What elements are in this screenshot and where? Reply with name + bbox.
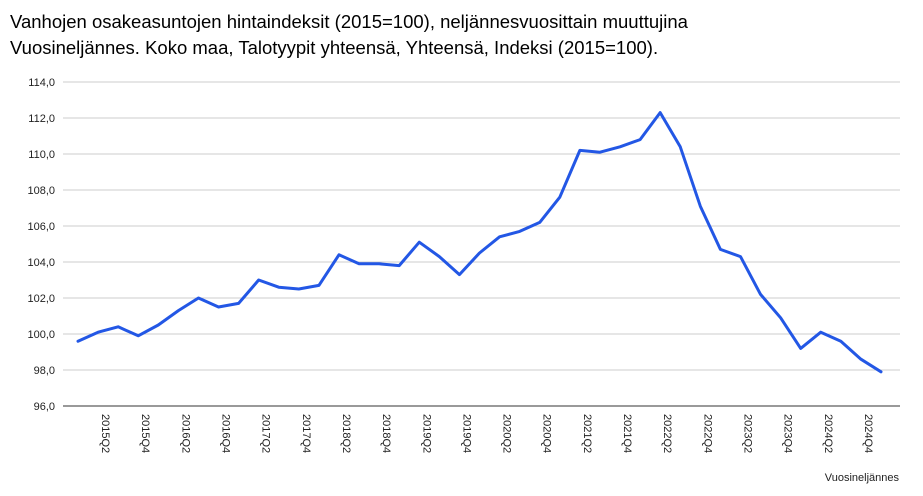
- series-line: [76, 111, 883, 374]
- x-tick-label: 2017Q2: [260, 414, 272, 453]
- y-tick-label: 108,0: [27, 185, 55, 197]
- x-tick-label: 2020Q4: [541, 414, 553, 453]
- x-tick-label: 2018Q4: [380, 414, 392, 453]
- y-tick-label: 102,0: [27, 293, 55, 305]
- x-tick-label: 2021Q4: [621, 414, 633, 453]
- x-tick-label: 2024Q4: [862, 414, 874, 453]
- chart-title-line-1: Vanhojen osakeasuntojen hintaindeksit (2…: [10, 11, 688, 32]
- series-group: [76, 111, 883, 374]
- y-tick-label: 96,0: [34, 401, 55, 413]
- x-axis-tick-labels: 2015Q2 2015Q4 2016Q2 2016Q4 2017Q2 2017Q4 2018…: [99, 414, 874, 453]
- x-axis-label: Vuosineljännes: [825, 472, 900, 484]
- y-tick-label: 112,0: [28, 113, 55, 125]
- y-tick-label: 106,0: [27, 221, 55, 233]
- x-tick-label: 2023Q2: [741, 414, 753, 453]
- y-tick-label: 98,0: [34, 365, 55, 377]
- x-tick-label: 2019Q2: [420, 414, 432, 453]
- x-tick-label: 2018Q2: [340, 414, 352, 453]
- x-tick-label: 2024Q2: [822, 414, 834, 453]
- gridlines: [63, 81, 900, 407]
- y-tick-label: 104,0: [27, 257, 55, 269]
- x-tick-label: 2022Q4: [701, 414, 713, 453]
- x-tick-label: 2015Q4: [139, 414, 151, 453]
- y-tick-label: 110,0: [28, 149, 55, 161]
- x-tick-label: 2015Q2: [99, 414, 111, 453]
- chart-title: Vanhojen osakeasuntojen hintaindeksit (2…: [10, 9, 915, 61]
- x-tick-label: 2019Q4: [460, 414, 472, 453]
- x-tick-label: 2022Q2: [661, 414, 673, 453]
- x-tick-label: 2016Q4: [220, 414, 232, 453]
- x-tick-label: 2021Q2: [581, 414, 593, 453]
- x-tick-label: 2017Q4: [300, 414, 312, 453]
- y-tick-label: 100,0: [27, 329, 55, 341]
- x-tick-label: 2020Q2: [501, 414, 513, 453]
- chart-title-line-2: Vuosineljännes. Koko maa, Talotyypit yht…: [10, 37, 659, 58]
- y-tick-label: 114,0: [28, 77, 55, 89]
- y-axis-tick-labels: 96,0 98,0 100,0 102,0 104,0 106,0 108,0 110,0 11…: [27, 77, 55, 413]
- x-tick-label: 2023Q4: [782, 414, 794, 453]
- x-tick-label: 2016Q2: [179, 414, 191, 453]
